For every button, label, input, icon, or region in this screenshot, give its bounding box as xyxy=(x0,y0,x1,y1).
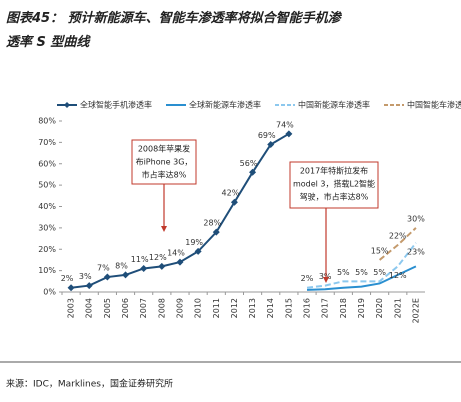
data-label: 23% xyxy=(407,247,425,256)
annotation-box xyxy=(131,139,197,185)
legend-label: 全球新能源车渗透率 xyxy=(189,100,261,110)
data-label: 3% xyxy=(319,272,332,281)
data-label: 74% xyxy=(276,120,294,129)
annotation-arrowhead xyxy=(161,226,167,232)
annotation-box xyxy=(289,161,379,209)
chart-title: 图表45： 预计新能源车、智能车渗透率将拟合智能手机渗 xyxy=(6,10,343,26)
marker xyxy=(103,273,111,281)
data-label: 11% xyxy=(131,255,149,264)
x-tick-label: 2010 xyxy=(194,298,203,318)
data-label: 7% xyxy=(97,264,110,273)
x-tick-label: 2019 xyxy=(357,298,366,318)
data-label: 5% xyxy=(373,268,386,277)
data-label: 42% xyxy=(222,189,240,198)
x-tick-label: 2004 xyxy=(85,298,94,318)
marker xyxy=(249,168,257,176)
marker xyxy=(67,284,75,292)
y-tick-label: 0% xyxy=(43,288,56,297)
x-tick-label: 2017 xyxy=(321,298,330,318)
marker xyxy=(285,130,293,138)
data-label: 14% xyxy=(167,249,185,258)
x-tick-label: 2011 xyxy=(212,298,221,318)
x-tick-label: 2008 xyxy=(157,298,166,318)
annotation-arrowhead xyxy=(323,277,329,283)
legend-label: 中国智能车渗透率 xyxy=(407,100,461,110)
x-tick-label: 2021 xyxy=(393,298,402,318)
x-tick-label: 2012 xyxy=(230,298,239,318)
legend-label: 中国新能源车渗透率 xyxy=(298,100,370,110)
data-label: 3% xyxy=(79,272,92,281)
x-tick-label: 2006 xyxy=(121,298,130,318)
annotation-text: 市占率达8% xyxy=(142,170,187,180)
x-tick-label: 2003 xyxy=(67,298,76,318)
x-tick-label: 2007 xyxy=(139,298,148,318)
marker xyxy=(140,264,148,272)
data-label: 2% xyxy=(301,274,314,283)
y-tick-label: 80% xyxy=(38,117,56,126)
annotation-text: 2008年苹果发 xyxy=(138,144,190,154)
y-tick-label: 10% xyxy=(38,266,56,275)
annotation-text: model 3，搭载L2智能 xyxy=(293,179,375,189)
x-tick-label: 2013 xyxy=(248,298,257,318)
annotation-text: 2017年特斯拉发布 xyxy=(300,166,368,176)
marker xyxy=(176,258,184,266)
x-tick-label: 2022E xyxy=(411,298,420,323)
data-label: 12% xyxy=(389,271,407,280)
x-tick-label: 2020 xyxy=(375,298,384,318)
legend-marker xyxy=(64,102,70,108)
data-label: 19% xyxy=(185,238,203,247)
data-label: 15% xyxy=(371,246,389,255)
data-label: 5% xyxy=(337,268,350,277)
y-tick-label: 50% xyxy=(38,181,56,190)
series-line xyxy=(306,242,417,289)
x-tick-label: 2005 xyxy=(103,298,112,318)
data-label: 30% xyxy=(407,214,425,223)
data-label: 69% xyxy=(258,131,276,140)
x-tick-label: 2016 xyxy=(303,298,312,318)
y-tick-label: 40% xyxy=(38,202,56,211)
y-tick-label: 20% xyxy=(38,245,56,254)
source: 来源：IDC，Marklines，国金证券研究所 xyxy=(6,378,173,390)
x-tick-label: 2015 xyxy=(284,298,293,318)
data-label: 56% xyxy=(240,159,258,168)
y-tick-label: 70% xyxy=(38,138,56,147)
marker xyxy=(194,247,202,255)
y-tick-label: 30% xyxy=(38,223,56,232)
data-label: 8% xyxy=(115,261,128,270)
annotation-text: 驾驶，市占率达8% xyxy=(300,192,369,202)
marker xyxy=(158,262,166,270)
series-line xyxy=(378,227,417,261)
marker xyxy=(267,141,275,149)
x-tick-label: 2014 xyxy=(266,298,275,318)
marker xyxy=(122,271,130,279)
data-label: 28% xyxy=(203,219,221,228)
y-tick-label: 60% xyxy=(38,159,56,168)
data-label: 22% xyxy=(389,231,407,240)
marker xyxy=(212,228,220,236)
data-label: 2% xyxy=(61,274,74,283)
x-tick-label: 2018 xyxy=(339,298,348,318)
marker xyxy=(85,282,93,290)
marker xyxy=(230,198,238,206)
data-label: 12% xyxy=(149,253,167,262)
legend-label: 全球智能手机渗透率 xyxy=(80,100,152,110)
chart-title: 透率 S 型曲线 xyxy=(6,34,91,50)
annotation-text: 布iPhone 3G， xyxy=(136,157,193,167)
x-tick-label: 2009 xyxy=(175,298,184,318)
data-label: 5% xyxy=(355,268,368,277)
series-line xyxy=(306,265,417,291)
